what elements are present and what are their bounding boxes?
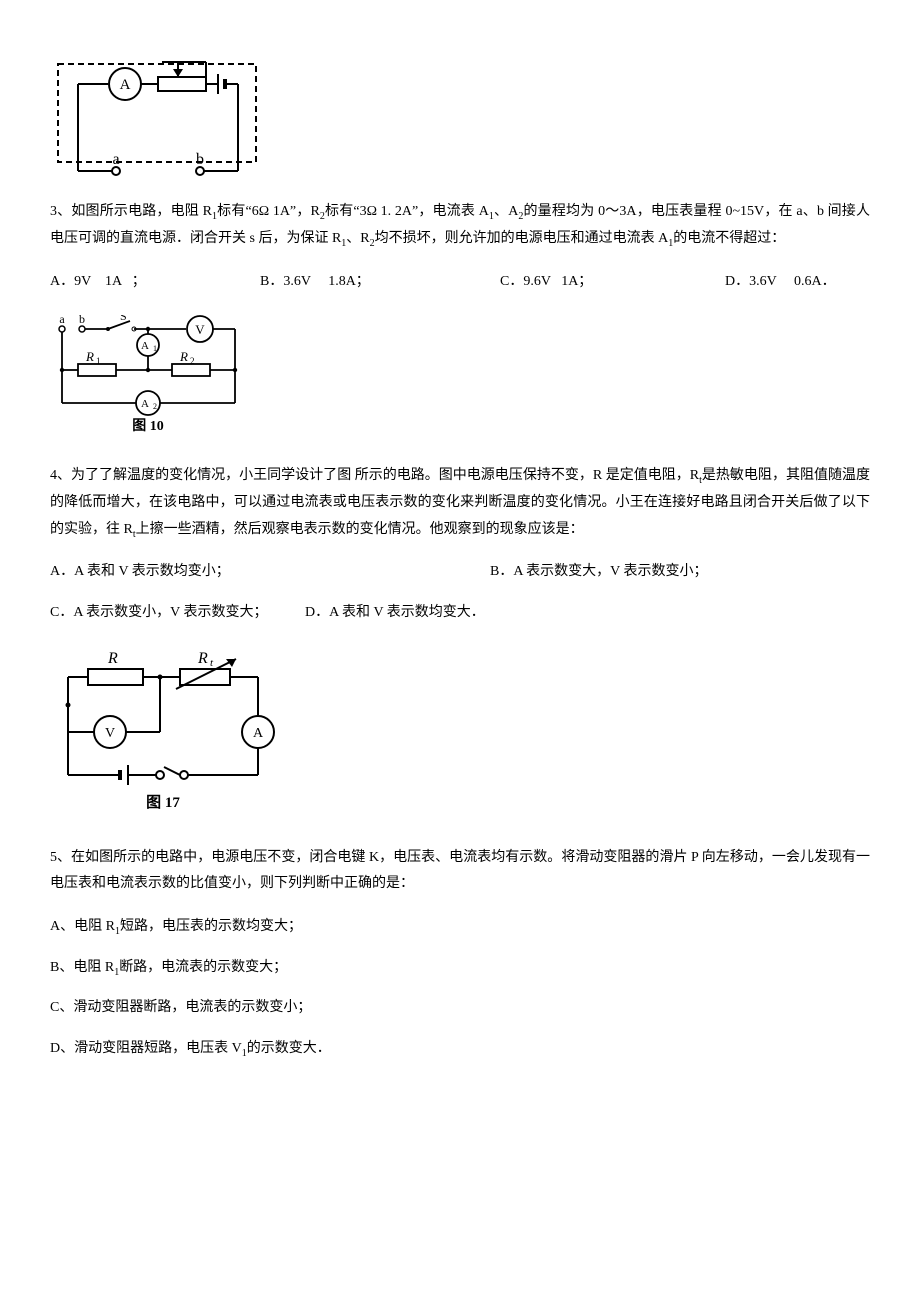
svg-text:A: A: [253, 726, 264, 741]
ammeter-label: A: [120, 77, 131, 93]
svg-text:a: a: [59, 315, 65, 326]
q4-choice-c: C．A 表示数变小，V 表示数变大；: [50, 600, 305, 627]
svg-text:R: R: [197, 650, 208, 667]
terminal-b: b: [196, 151, 204, 168]
svg-text:R: R: [107, 650, 118, 667]
circuit-q3-svg: a b S V R1 A1 R2: [50, 315, 250, 435]
svg-text:V: V: [105, 726, 115, 741]
svg-text:2: 2: [190, 356, 195, 366]
fig-q4-circuit: R Rt A: [50, 647, 870, 817]
q4-stem: 4、为了了解温度的变化情况，小王同学设计了图 所示的电路。图中电源电压保持不变，…: [50, 463, 870, 543]
svg-text:b: b: [79, 315, 85, 326]
q5-choice-a: A、电阻 R1短路，电压表的示数均变大；: [50, 914, 870, 941]
circuit-q4-svg: R Rt A: [50, 647, 280, 817]
svg-text:1: 1: [153, 344, 157, 353]
question-3: 3、如图所示电路，电阻 R1标有“6Ω 1A”，R2标有“3Ω 1. 2A”，电…: [50, 199, 870, 435]
q4-choices-row1: A．A 表和 V 表示数均变小； B．A 表示数变大，V 表示数变小；: [50, 559, 870, 586]
question-4: 4、为了了解温度的变化情况，小王同学设计了图 所示的电路。图中电源电压保持不变，…: [50, 463, 870, 816]
q5-stem: 5、在如图所示的电路中，电源电压不变，闭合电键 K，电压表、电流表均有示数。将滑…: [50, 845, 870, 898]
fig-q3-circuit: a b S V R1 A1 R2: [50, 315, 870, 435]
terminal-a: a: [112, 151, 119, 168]
svg-text:1: 1: [96, 356, 101, 366]
svg-text:A: A: [141, 340, 149, 352]
q5-choice-d: D、滑动变阻器短路，电压表 V1的示数变大．: [50, 1036, 870, 1063]
q3-choice-c: C．9.6V 1A；: [500, 269, 725, 296]
q4-choice-b: B．A 表示数变大，V 表示数变小；: [490, 559, 708, 586]
fig17-caption: 图 17: [146, 794, 180, 811]
q4-choice-a: A．A 表和 V 表示数均变小；: [50, 559, 490, 586]
q3-stem: 3、如图所示电路，电阻 R1标有“6Ω 1A”，R2标有“3Ω 1. 2A”，电…: [50, 199, 870, 253]
svg-text:S: S: [120, 315, 127, 323]
q3-choice-d: D．3.6V 0.6A．: [725, 269, 836, 296]
svg-text:A: A: [141, 398, 149, 410]
circuit-q2-svg: A a b: [50, 56, 265, 181]
q3-choice-a: A．9V 1A ；: [50, 269, 260, 296]
q4-choice-d: D．A 表和 V 表示数均变大．: [305, 600, 485, 627]
q5-choice-c: C、滑动变阻器断路，电流表的示数变小；: [50, 995, 870, 1022]
q3-choices: A．9V 1A ； B．3.6V 1.8A； C．9.6V 1A； D．3.6V…: [50, 269, 870, 296]
fig-q2-circuit: A a b: [50, 56, 870, 181]
svg-text:V: V: [195, 322, 205, 337]
q4-choices-row2: C．A 表示数变小，V 表示数变大； D．A 表和 V 表示数均变大．: [50, 600, 870, 627]
svg-text:R: R: [85, 349, 94, 364]
fig10-caption: 图 10: [132, 418, 164, 434]
q5-choice-b: B、电阻 R1断路，电流表的示数变大；: [50, 955, 870, 982]
q3-choice-b: B．3.6V 1.8A；: [260, 269, 500, 296]
svg-text:R: R: [179, 349, 188, 364]
svg-text:2: 2: [153, 402, 157, 411]
question-5: 5、在如图所示的电路中，电源电压不变，闭合电键 K，电压表、电流表均有示数。将滑…: [50, 845, 870, 1063]
svg-text:t: t: [210, 657, 214, 669]
